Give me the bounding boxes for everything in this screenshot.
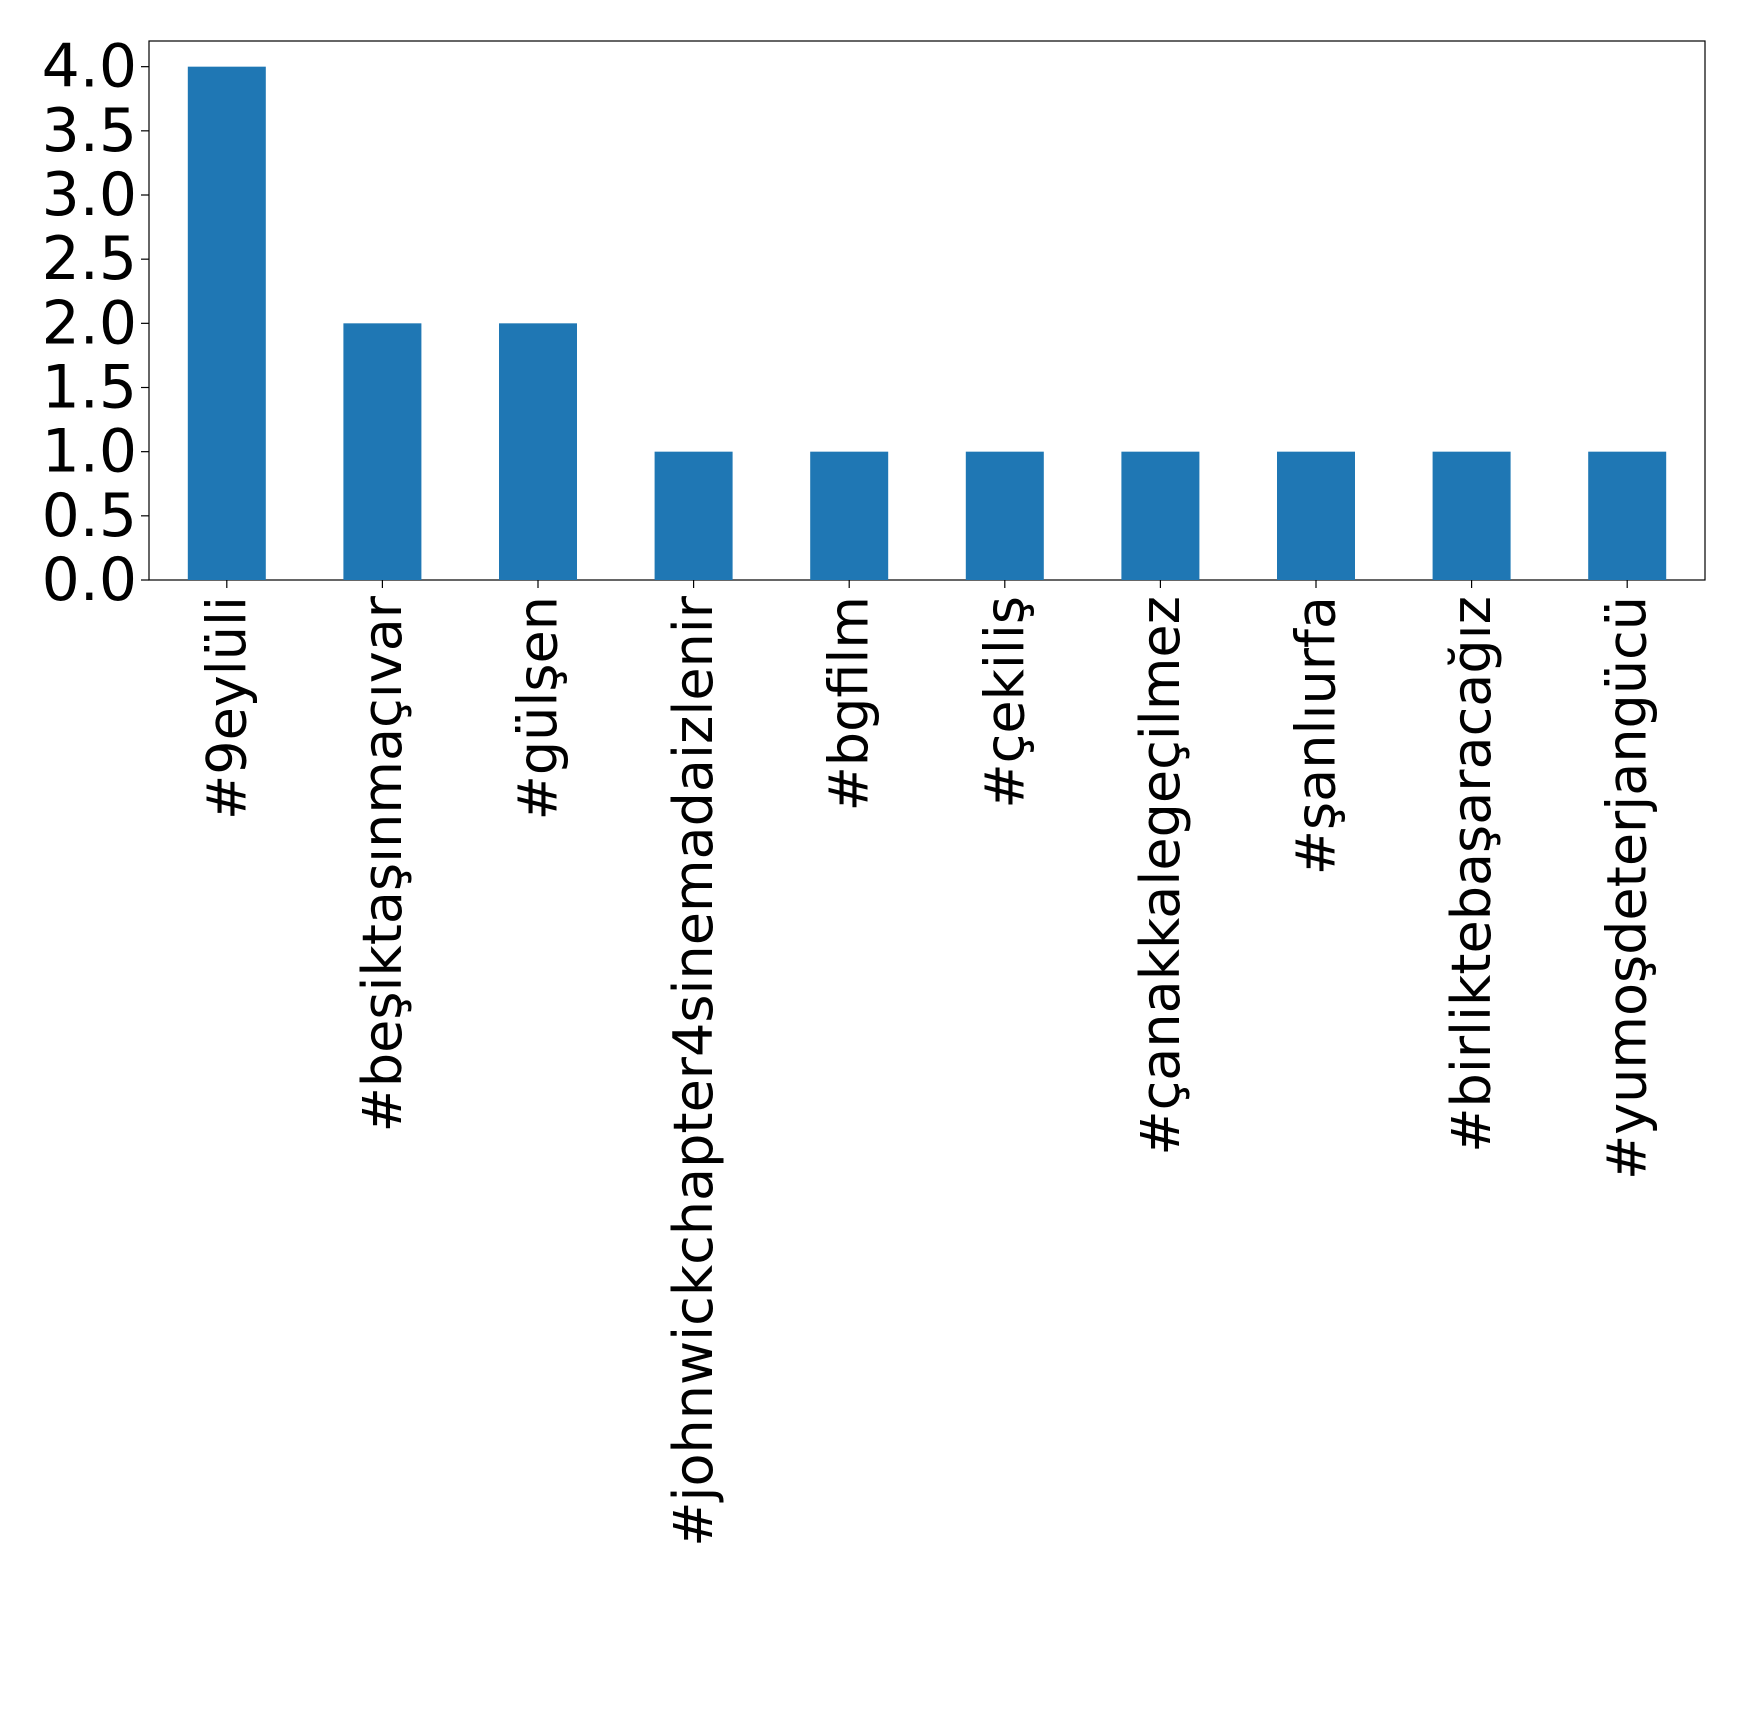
bar-5 [965, 451, 1044, 580]
y-tick-label-1: 0.5 [42, 481, 137, 551]
bar-8 [1432, 451, 1511, 580]
x-tick-label-3: #johnwickchapter4sinemadaizlenir [662, 595, 725, 1547]
y-tick-label-0: 0.0 [42, 545, 137, 615]
x-tick-label-8: #birliktebaşaracağız [1440, 596, 1503, 1153]
y-tick-label-7: 3.5 [42, 96, 137, 166]
x-tick-label-4: #bgfilm [818, 596, 881, 811]
x-tick-label-0: #9eylüli [195, 596, 258, 820]
x-tick-label-2: #gülşen [507, 596, 570, 820]
x-tick-label-6: #çanakkalegeçilmez [1129, 596, 1192, 1156]
bar-6 [1121, 451, 1200, 580]
bar-1 [343, 323, 422, 580]
bar-0 [187, 66, 266, 581]
bar-4 [810, 451, 889, 580]
x-tick-label-9: #yumoşdeterjangücü [1596, 596, 1659, 1180]
bar-2 [499, 323, 577, 580]
y-tick-label-5: 2.5 [42, 224, 137, 294]
x-tick-label-5: #çekiliş [973, 596, 1036, 809]
y-tick-label-4: 2.0 [42, 288, 137, 358]
bar-3 [654, 451, 733, 580]
bar-9 [1588, 451, 1667, 580]
x-tick-label-7: #şanlıurfa [1285, 596, 1348, 875]
y-tick-label-6: 3.0 [42, 160, 137, 230]
x-axis: #9eylüli #beşiktaşınmaçıvar #gülşen #johnwi… [195, 580, 1659, 1547]
y-tick-label-8: 4.0 [42, 32, 137, 102]
plot-area-frame [148, 40, 1706, 581]
bar-7 [1277, 451, 1355, 580]
x-tick-label-1: #beşiktaşınmaçıvar [351, 595, 414, 1132]
y-tick-label-3: 1.5 [42, 353, 137, 423]
bars-layer [187, 66, 1667, 581]
y-axis: 0.00.51.01.52.02.53.03.54.0 [42, 32, 149, 615]
y-tick-label-2: 1.0 [42, 417, 137, 487]
